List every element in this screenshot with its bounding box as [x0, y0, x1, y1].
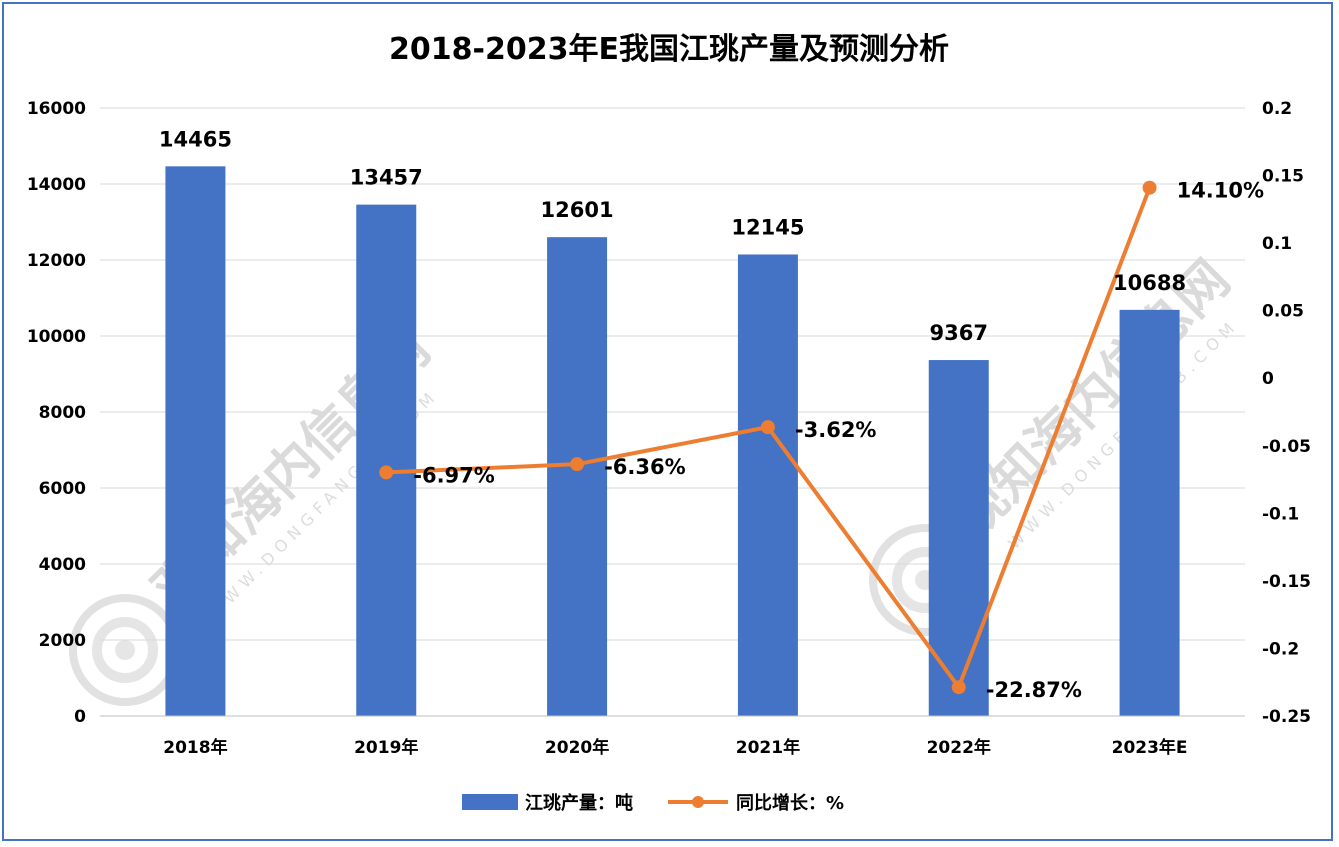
bar-data-label: 12601 — [541, 198, 614, 222]
y-left-tick-label: 4000 — [39, 555, 86, 575]
bar — [1119, 309, 1180, 716]
y-axis-right: -0.25 -0.2 -0.15 -0.1 -0.05 0 0.05 0.1 0.15 0.2 — [1262, 99, 1311, 727]
bar-data-label: 14465 — [159, 127, 232, 151]
line-point — [951, 680, 966, 695]
line-data-label: -6.97% — [413, 463, 495, 487]
bar — [547, 237, 608, 717]
line-point — [379, 465, 394, 480]
line-point — [1142, 180, 1157, 195]
x-tick-label: 2021年 — [736, 737, 800, 758]
line-data-label: -3.62% — [795, 418, 877, 442]
y-left-tick-label: 2000 — [39, 631, 86, 651]
y-axis-left: 0 2000 4000 6000 8000 10000 12000 14000 16000 — [27, 99, 86, 727]
y-left-tick-label: 14000 — [27, 175, 86, 195]
y-right-tick-label: -0.05 — [1262, 437, 1311, 457]
y-right-tick-label: -0.25 — [1262, 707, 1311, 727]
y-right-tick-label: -0.15 — [1262, 572, 1311, 592]
x-axis: 2018年 2019年 2020年 2021年 2022年 2023年E — [100, 715, 1245, 758]
legend-line-marker — [692, 796, 704, 808]
bar-data-label: 12145 — [731, 215, 804, 239]
bar — [356, 204, 417, 716]
y-right-tick-label: 0.15 — [1262, 167, 1304, 187]
y-left-tick-label: 0 — [74, 707, 86, 727]
y-right-tick-label: -0.2 — [1262, 639, 1299, 659]
bar — [737, 254, 798, 717]
line-data-label: -6.36% — [604, 455, 686, 479]
bar — [165, 166, 226, 716]
y-left-tick-label: 6000 — [39, 479, 86, 499]
legend-bar-label: 江珧产量：吨 — [525, 792, 633, 814]
bar-data-label: 10688 — [1113, 271, 1186, 295]
line-data-label: 14.10% — [1177, 179, 1264, 203]
bar-data-label: 13457 — [350, 166, 423, 190]
y-right-tick-label: 0.1 — [1262, 234, 1292, 254]
y-right-tick-label: 0.05 — [1262, 302, 1304, 322]
y-right-tick-label: -0.1 — [1262, 504, 1299, 524]
line-series — [379, 180, 1157, 695]
x-tick-label: 2019年 — [354, 737, 418, 758]
data-labels: 14465 13457 12601 12145 9367 10688 -6.97% -6.36… — [159, 127, 1264, 702]
y-left-tick-label: 10000 — [27, 327, 86, 347]
legend-bar-swatch — [462, 794, 518, 810]
gridlines — [100, 107, 1245, 717]
y-left-tick-label: 8000 — [39, 403, 86, 423]
line-point — [570, 457, 585, 472]
legend: 江珧产量：吨 同比增长：% — [462, 792, 844, 814]
x-tick-label: 2022年 — [927, 737, 991, 758]
x-tick-label: 2018年 — [163, 737, 227, 758]
bar — [928, 360, 989, 716]
chart-title: 2018-2023年E我国江珧产量及预测分析 — [389, 32, 949, 67]
y-right-tick-label: 0.2 — [1262, 99, 1292, 119]
legend-line-label: 同比增长：% — [736, 792, 844, 814]
x-tick-label: 2023年E — [1112, 737, 1188, 758]
y-left-tick-label: 12000 — [27, 251, 86, 271]
x-tick-label: 2020年 — [545, 737, 609, 758]
line-point — [760, 420, 775, 435]
bar-data-label: 9367 — [930, 321, 988, 345]
line-data-label: -22.87% — [986, 678, 1082, 702]
watermark-right: 观知海内信息网 WWW.DONGFANGQB.COM — [869, 249, 1242, 636]
y-left-tick-label: 16000 — [27, 99, 86, 119]
y-right-tick-label: 0 — [1262, 369, 1274, 389]
